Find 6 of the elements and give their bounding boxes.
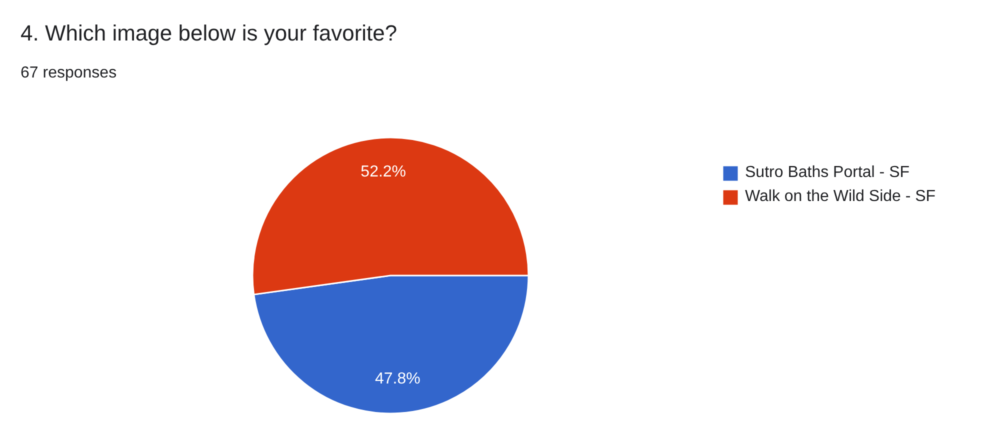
legend-label: Sutro Baths Portal - SF	[745, 164, 910, 182]
chart-title: 4. Which image below is your favorite?	[20, 20, 398, 46]
text: 67 responses	[20, 64, 117, 82]
data-label: 52.2%	[360, 164, 406, 181]
data-label: 47.8%	[374, 370, 420, 388]
legend-label: Walk on the Wild Side - SF	[745, 188, 936, 206]
